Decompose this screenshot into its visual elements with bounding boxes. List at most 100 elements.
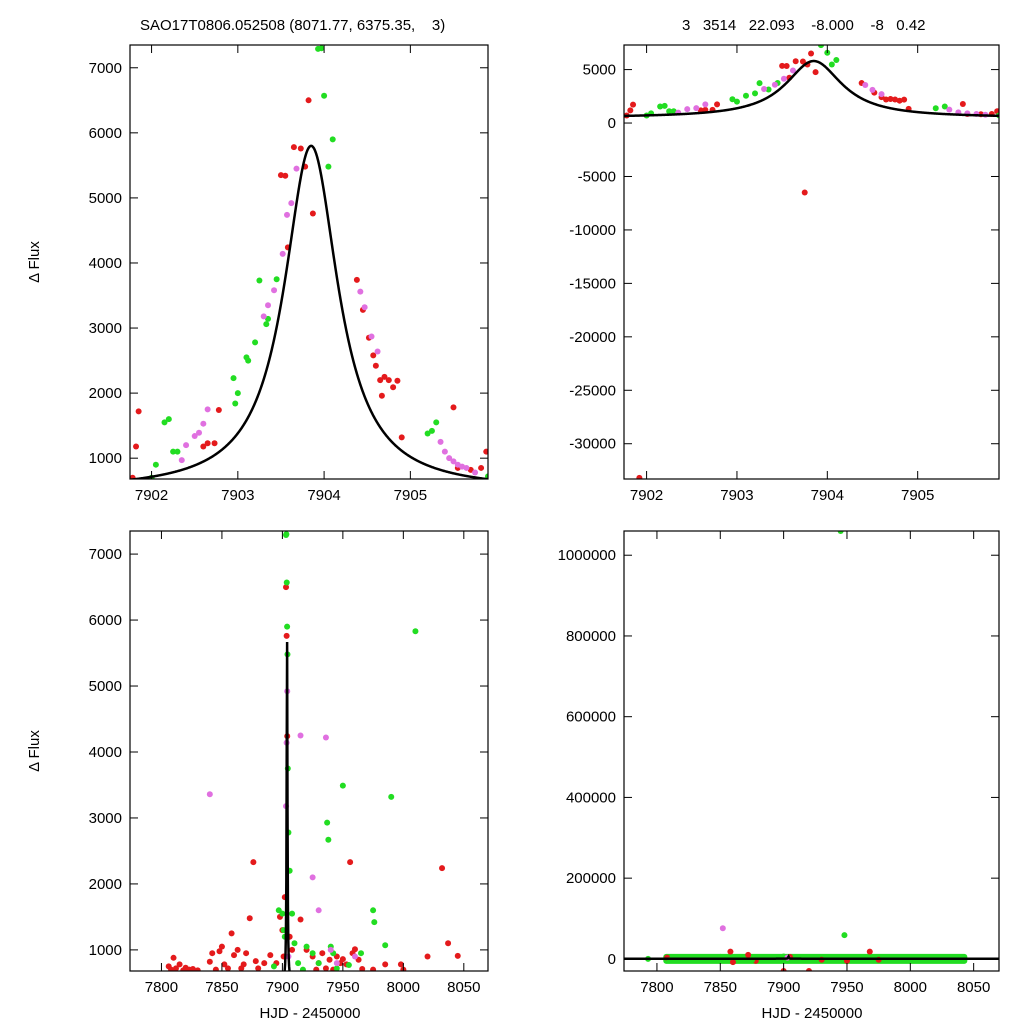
y-tick-label: 1000 [89,450,122,467]
data-point-red [234,946,241,953]
data-point-red [339,956,346,963]
x-tick-label: 8000 [894,979,927,996]
x-tick-label: 7905 [901,487,934,504]
data-point-violet [206,791,213,798]
data-point-green [941,103,948,110]
data-point-green [289,910,296,917]
data-point-green [270,963,277,970]
header-left: SAO17T0806.052508 (8071.77, 6375.35, 3) [140,17,445,34]
y-tick-label: -30000 [569,436,616,453]
ylabel-bottom-left: Δ Flux [26,730,43,772]
data-point-red [714,101,721,108]
data-point-red [322,965,329,971]
y-tick-label: 6000 [89,125,122,142]
data-point-green [324,819,331,826]
data-point-green [279,910,286,917]
data-point-violet [441,448,448,455]
y-tick-label: 7000 [89,60,122,77]
data-point-red [450,404,457,411]
data-point-violet [322,734,329,741]
data-point-red [130,474,136,479]
data-point-red [887,95,894,102]
data-point-violet [293,165,300,172]
data-point-red [381,373,388,380]
data-point-violet [437,438,444,445]
data-point-green [339,782,346,789]
data-point-green [263,321,270,328]
data-point-red [283,632,290,639]
data-point-green [333,965,340,971]
data-point-red [630,101,637,108]
data-point-green [833,56,840,63]
y-tick-label: 0 [608,951,616,968]
y-tick-label: 4000 [89,255,122,272]
data-point-green [828,61,835,68]
y-tick-label: 5000 [583,62,616,79]
data-point-green [742,92,749,99]
data-point-green [291,940,298,947]
data-point-red [200,443,207,450]
x-tick-label: 7904 [811,487,844,504]
data-point-violet [351,953,358,960]
data-point-red [255,965,262,971]
data-point-green [670,108,677,115]
x-tick-label: 7905 [394,487,427,504]
plot-area [624,45,999,479]
data-point-violet [178,457,185,464]
data-point-red [439,865,446,872]
data-point-green [325,836,332,843]
data-point-red [168,966,175,971]
data-point-red [290,144,297,151]
data-point-red [224,965,231,971]
data-point-red [133,443,140,450]
data-point-red [783,62,790,69]
plot-frame [129,44,489,480]
data-point-red [282,172,289,179]
data-point-red [212,966,219,971]
data-point-violet [719,925,726,932]
data-point-violet [260,313,267,320]
y-tick-label: 600000 [566,709,616,726]
data-point-violet [297,732,304,739]
data-point-red [240,961,247,968]
x-tick-label: 7900 [767,979,800,996]
data-point-green [817,45,824,49]
data-point-red [805,968,812,971]
data-point-green [299,966,306,971]
data-point-violet [869,86,876,93]
data-point-violet [271,287,278,294]
data-point-violet [761,86,768,93]
data-point-green [433,419,440,426]
data-point-green [485,473,488,479]
data-point-red [206,958,213,965]
data-point-red [727,948,734,955]
y-tick-label: 7000 [89,546,122,563]
data-point-violet [288,200,295,207]
data-point-red [347,859,354,866]
data-point-red [135,408,142,415]
data-point-red [390,384,397,391]
x-tick-label: 7903 [221,487,254,504]
data-point-green [382,942,389,949]
data-point-green [752,90,759,97]
x-tick-label: 8050 [957,979,990,996]
data-point-red [378,392,385,399]
data-point-red [892,96,899,103]
y-tick-label: 1000000 [558,547,616,564]
data-point-red [221,961,228,968]
panel-bottom-left: Δ Flux HJD - 2450000 1000 2000 3000 4000 500… [26,530,489,1022]
data-point-green [371,919,378,926]
x-tick-label: 7850 [704,979,737,996]
data-point-red [901,96,908,103]
data-point-green [174,448,181,455]
data-point-violet [862,81,869,88]
data-point-red [250,859,257,866]
y-tick-label: 0 [608,115,616,132]
data-point-green [412,628,419,635]
y-tick-label: 800000 [566,628,616,645]
x-tick-label: 7800 [640,979,673,996]
data-point-red [215,407,222,414]
data-point-violet [684,106,691,113]
data-point-green [729,96,736,103]
data-point-red [313,966,320,971]
